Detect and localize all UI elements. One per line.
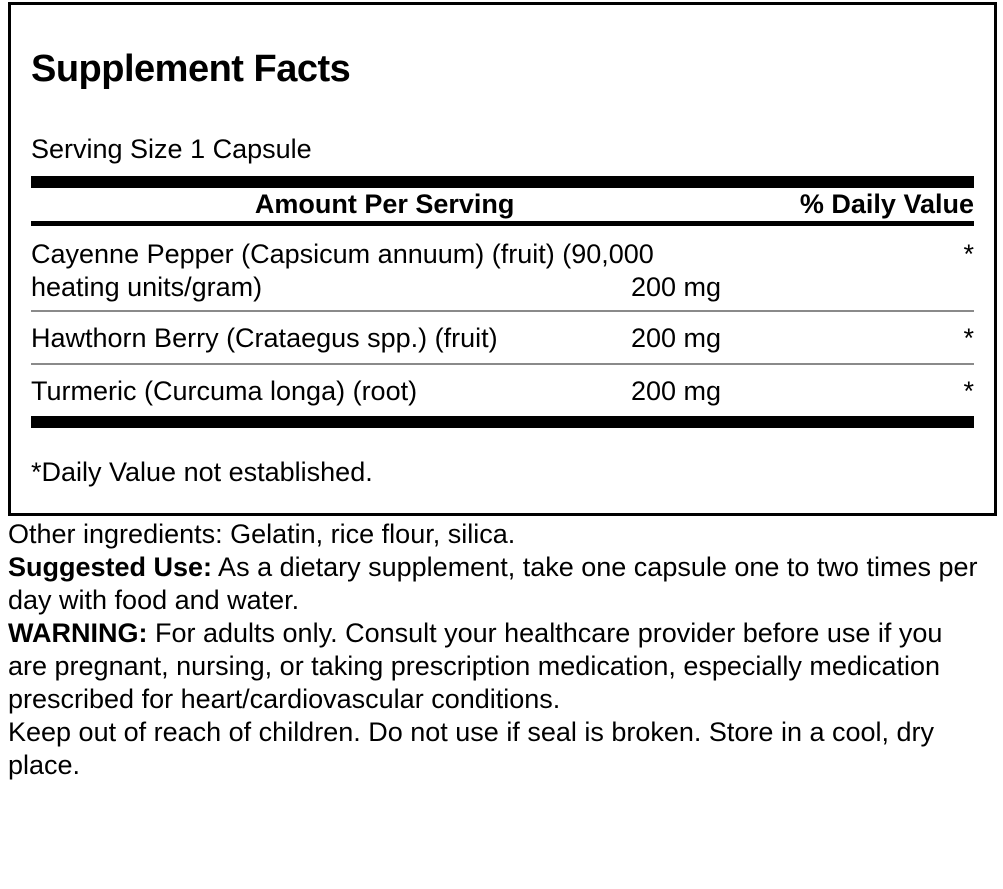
warning-label: WARNING: (8, 618, 148, 648)
supplement-facts-panel: Supplement Facts Serving Size 1 Capsule … (8, 2, 997, 516)
ingredient-amount: 200 mg (631, 376, 722, 406)
daily-value-asterisk: * (963, 239, 974, 269)
daily-value-footnote: *Daily Value not established. (31, 457, 373, 487)
other-ingredients-value: Other ingredients: Gelatin, rice flour, … (8, 519, 516, 549)
ingredient-name: Cayenne Pepper (Capsicum annuum) (fruit)… (31, 239, 654, 302)
suggested-use-body: As a dietary supplement, take one capsul… (8, 552, 978, 615)
daily-value-header: % Daily Value (799, 189, 974, 219)
daily-value-asterisk: * (963, 376, 974, 406)
warning-text: WARNING: For adults only. Consult your h… (8, 617, 986, 716)
ingredient-name: Hawthorn Berry (Crataegus spp.) (fruit) (31, 323, 498, 353)
serving-size: Serving Size 1 Capsule (31, 134, 312, 164)
column-header-row: Amount Per Serving % Daily Value (31, 188, 974, 221)
suggested-use-label: Suggested Use: (8, 552, 213, 582)
daily-value-asterisk: * (963, 323, 974, 353)
thick-rule-top (31, 176, 974, 188)
ingredient-name: Turmeric (Curcuma longa) (root) (31, 376, 418, 406)
thick-rule-bottom (31, 416, 974, 428)
other-ingredients-text: Other ingredients: Gelatin, rice flour, … (8, 518, 986, 551)
ingredient-amount: 200 mg (631, 323, 722, 353)
warning-body: For adults only. Consult your healthcare… (8, 618, 943, 714)
ingredient-row-hawthorn: Hawthorn Berry (Crataegus spp.) (fruit) … (31, 312, 974, 363)
panel-title: Supplement Facts (31, 48, 351, 90)
ingredient-row-cayenne: Cayenne Pepper (Capsicum annuum) (fruit)… (31, 226, 974, 310)
details-section: Other ingredients: Gelatin, rice flour, … (8, 518, 986, 782)
storage-value: Keep out of reach of children. Do not us… (8, 717, 935, 780)
storage-text: Keep out of reach of children. Do not us… (8, 716, 986, 782)
row-separator (31, 310, 974, 312)
header-rule (31, 221, 974, 226)
row-separator (31, 363, 974, 365)
ingredient-amount: 200 mg (631, 272, 722, 302)
ingredient-row-turmeric: Turmeric (Curcuma longa) (root) 200 mg * (31, 365, 974, 416)
amount-per-serving-header: Amount Per Serving (254, 189, 515, 219)
suggested-use-text: Suggested Use: As a dietary supplement, … (8, 551, 986, 617)
